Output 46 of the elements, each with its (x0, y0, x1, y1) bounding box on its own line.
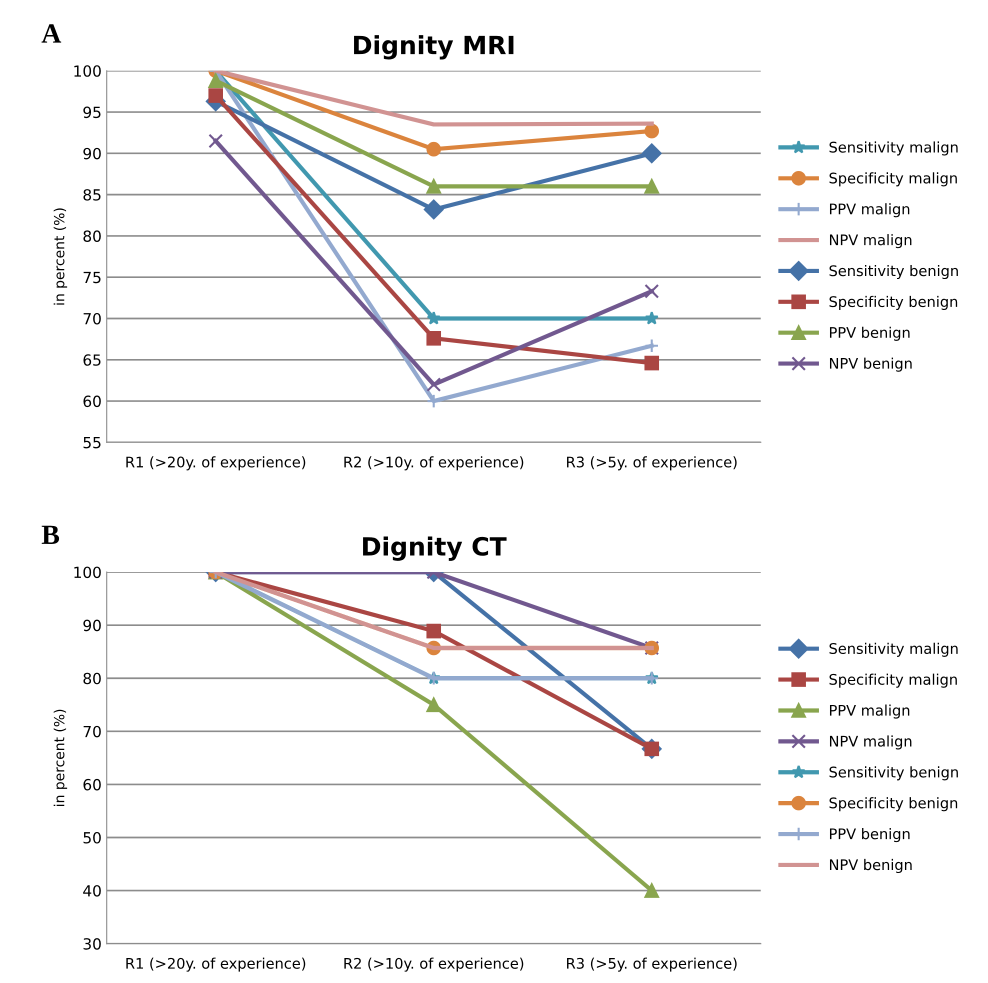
y-tick-label: 60 (83, 778, 101, 790)
legend-label: Specificity malign (830, 172, 957, 186)
x-tick-label: R3 (>5y. of experience) (567, 958, 737, 972)
legend-label: PPV malign (830, 203, 910, 218)
legend-label: NPV malign (830, 735, 912, 750)
legend-label: Specificity malign (830, 674, 957, 688)
x-tick-label: R1 (>20y. of experience) (126, 958, 306, 972)
legend-label: PPV benign (830, 326, 910, 341)
y-tick-label: 40 (83, 885, 101, 897)
text: A (42, 24, 62, 43)
y-tick-label: 70 (84, 726, 101, 738)
x-tick-label: R2 (>10y. of experience) (344, 958, 524, 972)
legend-label: Sensitivity malign (830, 642, 958, 657)
y-tick-label: 100 (74, 65, 101, 77)
x-tick-label: R3 (>5y. of experience) (567, 456, 737, 470)
legend-label: Sensitivity malign (830, 141, 958, 156)
legend-label: NPV benign (830, 858, 912, 874)
legend-label: PPV malign (830, 704, 910, 719)
y-axis-title: in percent (%) (54, 208, 68, 305)
chart-title: Dignity MRI (354, 35, 514, 60)
y-tick-label: 90 (83, 148, 101, 160)
y-tick-label: 90 (83, 620, 101, 632)
y-tick-label: 50 (84, 832, 101, 844)
legend-label: Specificity benign (830, 296, 958, 310)
x-tick-label: R2 (>10y. of experience) (344, 456, 524, 470)
y-tick-label: 80 (83, 672, 101, 684)
y-tick-label: 80 (83, 230, 101, 242)
legend-label: Sensitivity benign (830, 264, 958, 280)
y-tick-label: 60 (83, 396, 101, 408)
chart-title: Dignity CT (363, 536, 507, 561)
legend-label: Specificity benign (830, 797, 958, 812)
y-tick-label: 85 (83, 189, 101, 201)
legend-label: NPV malign (830, 234, 912, 248)
y-tick-label: 55 (84, 437, 101, 448)
text: B (42, 526, 60, 544)
legend-label: PPV benign (830, 828, 910, 842)
y-axis-title: in percent (%) (54, 710, 68, 806)
legend-label: Sensitivity benign (830, 766, 958, 780)
x-tick-label: R1 (>20y. of experience) (126, 456, 306, 470)
legend-label: NPV benign (830, 358, 912, 372)
y-tick-label: 75 (84, 272, 101, 284)
y-tick-label: 100 (74, 566, 101, 578)
y-tick-label: 65 (83, 354, 101, 366)
y-tick-label: 30 (84, 938, 101, 950)
y-tick-label: 95 (83, 106, 101, 118)
y-tick-label: 70 (84, 312, 101, 325)
